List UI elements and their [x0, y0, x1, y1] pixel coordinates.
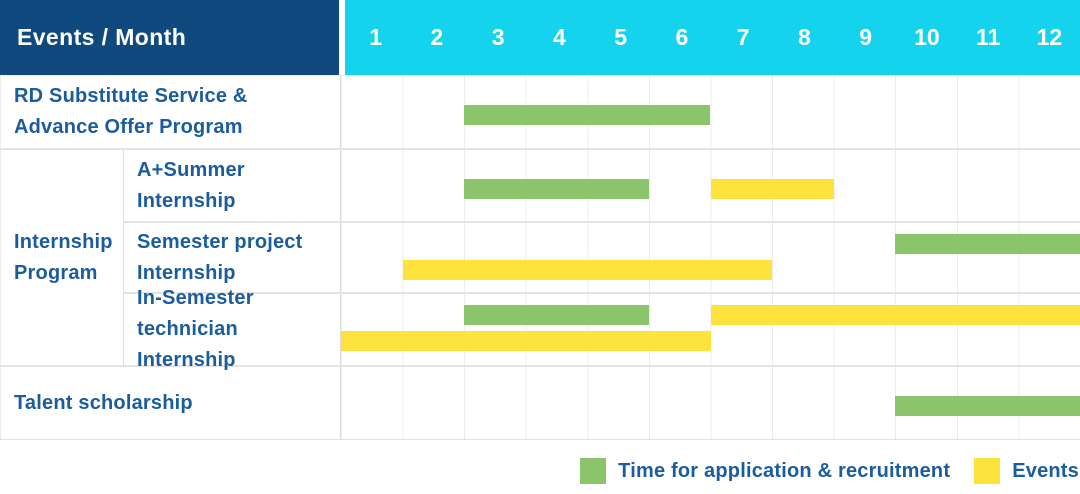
- month-header: 7: [736, 24, 750, 50]
- legend-swatch-yellow: [974, 458, 1001, 484]
- table-left-border: [0, 75, 1, 440]
- row-label-rd-substitute: RD Substitute Service & Advance Offer Pr…: [14, 85, 248, 138]
- legend: Time for application & recruitment Event…: [580, 458, 1079, 484]
- row-label-talent-scholarship: Talent scholarship: [14, 391, 193, 414]
- row-label-semester-project: Semester project Internship: [137, 230, 303, 284]
- legend-item-events: Events: [974, 458, 1079, 484]
- header-months-row: 1 2 3 4 5 6 7 8 9 10 11 12: [345, 0, 1080, 75]
- header-title: Events / Month: [17, 24, 187, 50]
- month-gridlines: [341, 75, 1080, 440]
- row-separator: [123, 292, 1080, 294]
- row-separator: [0, 148, 1080, 150]
- month-header: 4: [552, 24, 566, 50]
- month-header: 2: [430, 24, 444, 50]
- legend-item-recruitment: Time for application & recruitment: [580, 458, 950, 484]
- month-header: 12: [1036, 24, 1063, 50]
- row-separator: [123, 221, 1080, 223]
- month-header: 5: [614, 24, 628, 50]
- row-label-a-plus-summer: A+Summer Internship: [137, 158, 245, 212]
- legend-label-recruitment: Time for application & recruitment: [618, 459, 951, 482]
- gantt-bar-aplus-events-m7-m8: [710, 179, 834, 199]
- month-header: 10: [914, 24, 940, 50]
- month-header: 9: [859, 24, 873, 50]
- header-bottom-line: [0, 75, 1080, 76]
- month-header: 1: [369, 24, 383, 50]
- gantt-bar-semester-recruitment-m10-m12: [895, 234, 1080, 254]
- gantt-bar-rd-recruitment-m3-m6: [464, 105, 711, 125]
- header-title-cell: Events / Month: [0, 0, 339, 75]
- legend-swatch-green: [580, 458, 607, 484]
- month-header: 3: [491, 24, 505, 50]
- gantt-bar-insem-events-m1-m6: [341, 331, 711, 351]
- row-label-in-semester-technician: In-Semester technician Internship: [137, 287, 254, 371]
- row-separator: [0, 365, 1080, 367]
- gantt-bar-insem-events-m7-m12: [710, 305, 1080, 325]
- gantt-bar-talent-recruitment-m10-m12: [895, 396, 1080, 416]
- gantt-bar-semester-events-m2-m7: [402, 260, 773, 280]
- table-bottom-border: [0, 439, 1080, 440]
- group-label-internship-program: Internship Program: [14, 230, 113, 284]
- gantt-bar-insem-recruitment-m3-m5: [464, 305, 649, 325]
- legend-label-events: Events: [1012, 459, 1079, 482]
- month-header: 6: [675, 24, 689, 50]
- subcolumn-divider: [123, 149, 124, 366]
- gantt-bar-aplus-recruitment-m3-m5: [464, 179, 649, 199]
- label-column-divider: [340, 75, 341, 440]
- month-header: 11: [975, 24, 1001, 50]
- month-header: 8: [797, 24, 811, 50]
